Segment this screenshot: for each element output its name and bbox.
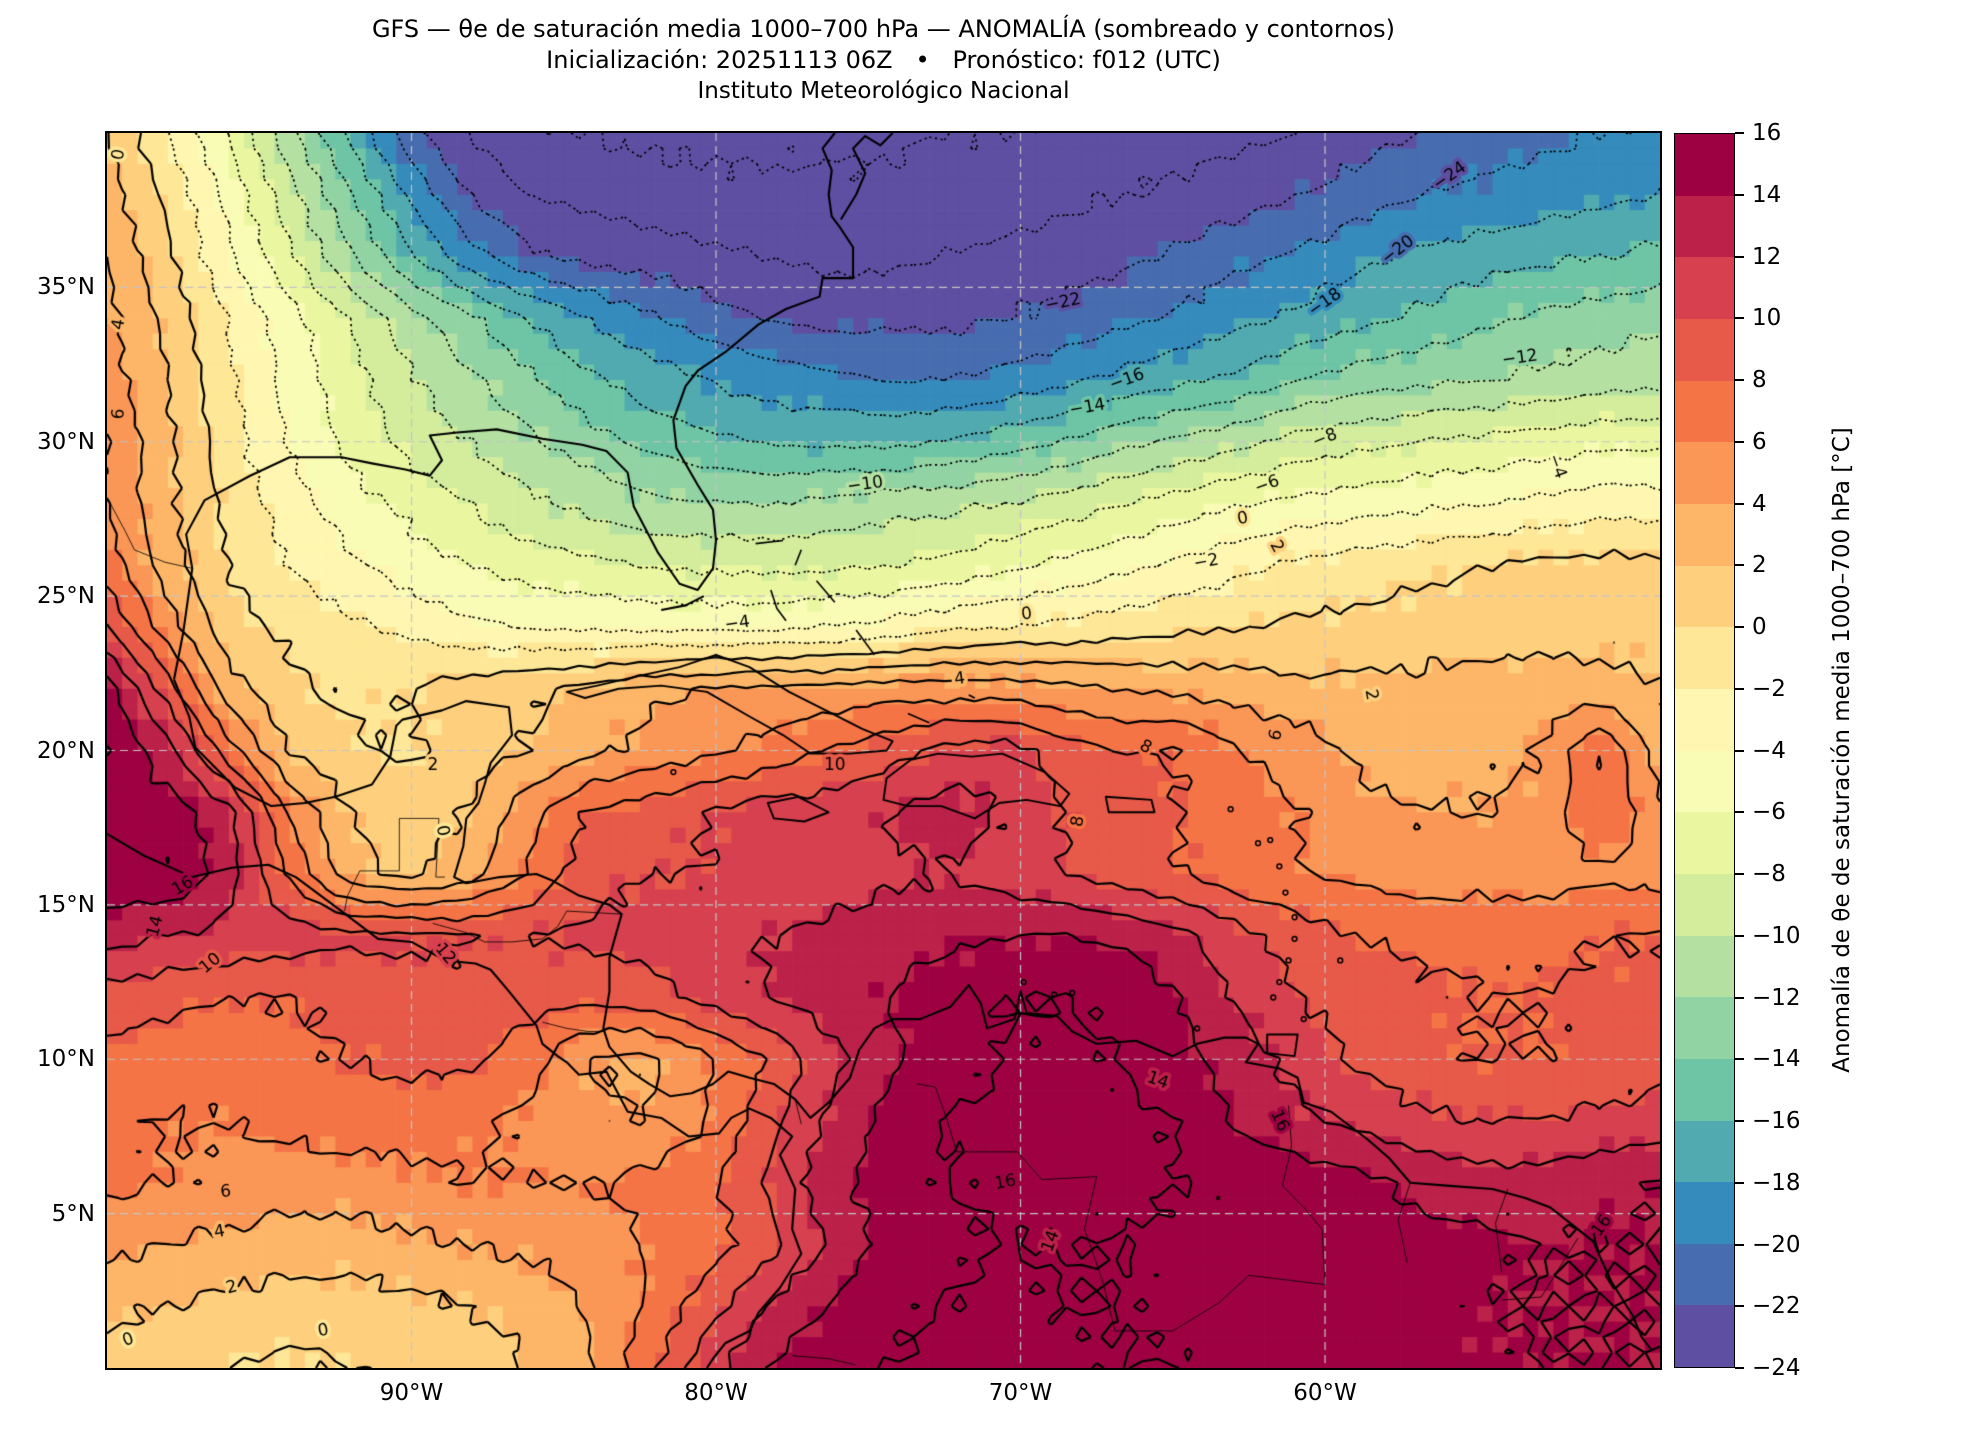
- chart-subtitle-init-forecast: Inicialización: 20251113 06Z • Pronóstic…: [546, 46, 1221, 74]
- colorbar-segment--20-to--18: [1675, 1182, 1734, 1244]
- colorbar-segment--10-to--8: [1675, 873, 1734, 936]
- colorbar-segment--12-to--10: [1675, 935, 1734, 998]
- y-tick-35°N: 35°N: [37, 274, 95, 301]
- colorbar-tickmark: [1735, 1120, 1744, 1122]
- colorbar-tickmark: [1735, 1243, 1744, 1246]
- colorbar-tick-0: 0: [1752, 614, 1767, 640]
- colorbar-tickmark: [1735, 440, 1744, 443]
- x-tick-90°W: 90°W: [379, 1380, 444, 1406]
- colorbar-tick-−2: −2: [1752, 675, 1786, 702]
- y-tick-5°N: 5°N: [51, 1200, 95, 1227]
- colorbar-tick-−20: −20: [1752, 1231, 1801, 1258]
- colorbar-segment--14-to--12: [1675, 997, 1734, 1059]
- colorbar-tick-4: 4: [1752, 490, 1767, 517]
- colorbar-tick-2: 2: [1752, 552, 1767, 579]
- colorbar-tick-8: 8: [1752, 367, 1767, 393]
- y-tick-30°N: 30°N: [37, 428, 95, 455]
- institution-name: Instituto Meteorológico Nacional: [697, 78, 1070, 104]
- colorbar-segment-4-to-6: [1675, 442, 1734, 504]
- colorbar-tick-16: 16: [1752, 120, 1782, 146]
- colorbar-tick-12: 12: [1752, 243, 1782, 270]
- colorbar-tickmark: [1735, 132, 1744, 134]
- colorbar-tickmark: [1735, 193, 1744, 196]
- colorbar-tickmark: [1735, 626, 1744, 628]
- y-tick-25°N: 25°N: [37, 583, 95, 610]
- colorbar-segment-0-to-2: [1675, 565, 1734, 628]
- colorbar-segment-2-to-4: [1675, 503, 1734, 566]
- colorbar-segment-12-to-14: [1675, 195, 1734, 258]
- colorbar-segment-8-to-10: [1675, 318, 1734, 381]
- colorbar-segment-10-to-12: [1675, 257, 1734, 319]
- colorbar-tickmark: [1735, 317, 1744, 320]
- x-tick-60°W: 60°W: [1293, 1380, 1357, 1406]
- colorbar-tick-−24: −24: [1752, 1355, 1801, 1381]
- colorbar-tick-6: 6: [1752, 428, 1767, 455]
- colorbar-segment--6-to--4: [1675, 750, 1734, 813]
- x-tick-80°W: 80°W: [684, 1380, 748, 1406]
- colorbar-segment--8-to--6: [1675, 812, 1734, 874]
- y-tick-20°N: 20°N: [37, 737, 95, 764]
- colorbar-tickmark: [1735, 1305, 1744, 1308]
- anomaly-map-canvas: [107, 133, 1660, 1368]
- title-block: GFS — θe de saturación media 1000–700 hP…: [107, 14, 1660, 106]
- colorbar-tick-−12: −12: [1752, 984, 1801, 1011]
- colorbar-segment--16-to--14: [1675, 1058, 1734, 1121]
- colorbar-tick-−18: −18: [1752, 1169, 1801, 1196]
- colorbar-tick-−22: −22: [1752, 1293, 1801, 1320]
- colorbar: [1674, 133, 1735, 1368]
- y-tick-15°N: 15°N: [37, 891, 95, 918]
- colorbar-label: Anomalía de θe de saturación media 1000–…: [1829, 427, 1855, 1073]
- colorbar-tickmark: [1735, 996, 1744, 999]
- colorbar-tickmark: [1735, 934, 1744, 937]
- colorbar-tickmark: [1735, 379, 1744, 381]
- colorbar-tickmark: [1735, 687, 1744, 690]
- colorbar-tick-14: 14: [1752, 181, 1782, 208]
- colorbar-tick-−8: −8: [1752, 861, 1786, 887]
- colorbar-tickmark: [1735, 749, 1744, 752]
- chart-title: GFS — θe de saturación media 1000–700 hP…: [371, 15, 1396, 43]
- colorbar-tick-−6: −6: [1752, 799, 1786, 826]
- colorbar-tick-10: 10: [1752, 305, 1782, 332]
- colorbar-tickmark: [1735, 811, 1744, 814]
- colorbar-tick-−14: −14: [1752, 1046, 1801, 1073]
- colorbar-tickmark: [1735, 1181, 1744, 1184]
- colorbar-tick-−4: −4: [1752, 737, 1786, 764]
- colorbar-tickmark: [1735, 1367, 1744, 1369]
- colorbar-segment--2-to-0: [1675, 627, 1734, 689]
- colorbar-tickmark: [1735, 873, 1744, 875]
- y-tick-10°N: 10°N: [37, 1046, 95, 1073]
- colorbar-segment--22-to--20: [1675, 1243, 1734, 1306]
- colorbar-tickmark: [1735, 564, 1744, 567]
- colorbar-tickmark: [1735, 255, 1744, 258]
- colorbar-segment-6-to-8: [1675, 380, 1734, 443]
- x-tick-70°W: 70°W: [988, 1380, 1053, 1406]
- colorbar-segment--24-to--22: [1675, 1305, 1734, 1368]
- colorbar-tickmark: [1735, 1058, 1744, 1061]
- colorbar-tick-−16: −16: [1752, 1108, 1801, 1134]
- colorbar-tickmark: [1735, 502, 1744, 505]
- colorbar-segment--18-to--16: [1675, 1120, 1734, 1183]
- colorbar-segment-14-to-16: [1675, 134, 1734, 196]
- colorbar-tick-−10: −10: [1752, 922, 1801, 949]
- colorbar-segment--4-to--2: [1675, 688, 1734, 751]
